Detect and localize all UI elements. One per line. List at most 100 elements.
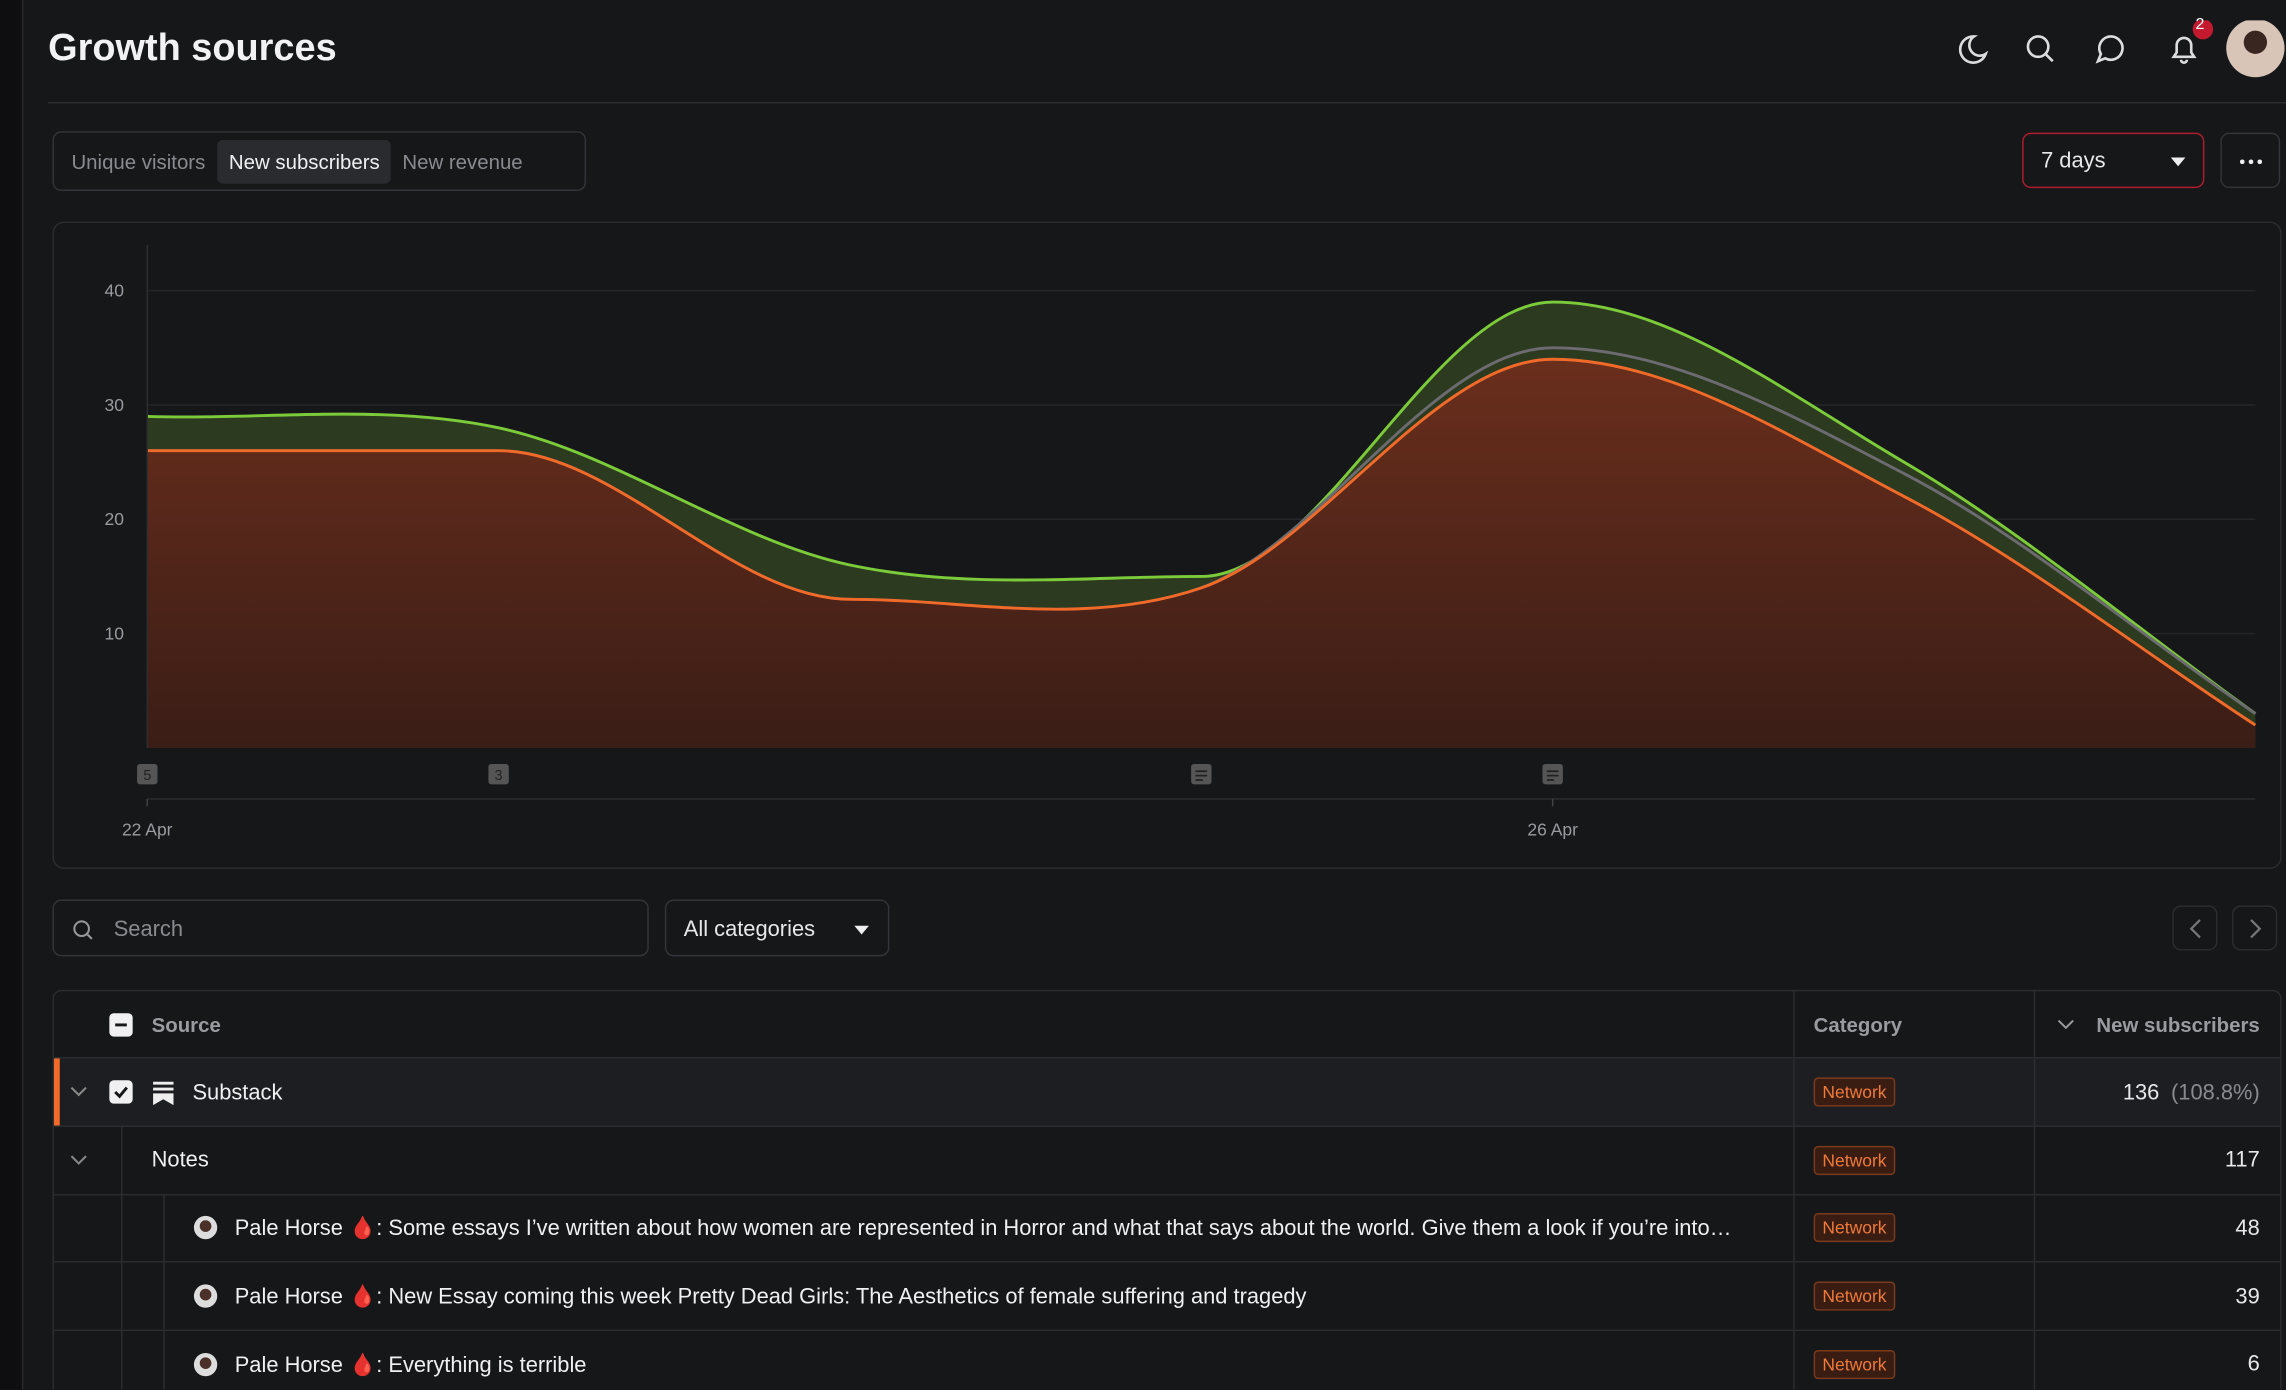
subscriber-count: 117 — [2224, 1147, 2260, 1173]
dots — [2239, 159, 2263, 165]
selected-indicator — [53, 1058, 60, 1126]
row-checkbox[interactable] — [109, 1080, 133, 1104]
col-divider — [1793, 991, 1795, 1057]
indent-guide — [121, 1330, 123, 1390]
value-cell: 39 — [2235, 1263, 2259, 1330]
tab-group: Unique visitors New subscribers New revenu… — [52, 131, 587, 191]
indent-guide — [163, 1194, 165, 1262]
table-row[interactable]: Pale Horse 🩸: New Essay coming this week… — [53, 1262, 2281, 1332]
indent-guide — [121, 1126, 123, 1194]
next-page[interactable] — [2232, 905, 2278, 951]
col-divider — [1793, 1126, 1795, 1194]
caret — [854, 925, 869, 935]
prev-page[interactable] — [2172, 905, 2218, 951]
value-cell: 48 — [2235, 1195, 2259, 1262]
author-avatar — [193, 1216, 218, 1240]
source-name: Pale Horse 🩸: Some essays I’ve written a… — [234, 1216, 1732, 1242]
y-tick-label: 30 — [104, 395, 124, 415]
notification-badge: 2 — [2195, 16, 2205, 34]
x-tick-label: 22 Apr — [122, 819, 173, 839]
expand-toggle[interactable] — [70, 1085, 87, 1100]
col-divider — [2033, 1058, 2036, 1126]
category-badge: Network — [1813, 1349, 1896, 1379]
period-label: 7 days — [2041, 148, 2106, 174]
col-divider — [1793, 1262, 1795, 1330]
indent-guide — [121, 1194, 123, 1262]
category-cell: Network — [1813, 1331, 1896, 1390]
bell-icon[interactable] — [2171, 36, 2197, 64]
category-label: All categories — [683, 917, 816, 942]
category-badge: Network — [1813, 1213, 1896, 1243]
search-icon[interactable] — [2026, 35, 2050, 59]
caret — [2170, 157, 2186, 167]
subscriber-count: 48 — [2235, 1215, 2260, 1241]
col-divider — [1793, 1330, 1795, 1390]
x-tick-label: 26 Apr — [1527, 819, 1578, 839]
expand-toggle[interactable] — [70, 1153, 87, 1168]
note-icon — [1191, 763, 1212, 785]
category-cell: Network — [1813, 1195, 1896, 1262]
theme-icon[interactable] — [1958, 35, 1989, 64]
subscriber-share: (108.8%) — [2171, 1079, 2260, 1105]
indent-guide — [163, 1262, 165, 1330]
table-row[interactable]: Substack Network 136 (108.8%) — [53, 1058, 2281, 1127]
col-divider — [1793, 1058, 1795, 1126]
line — [147, 357, 2257, 727]
category-cell: Network — [1813, 1263, 1896, 1330]
category-select[interactable]: All categories — [664, 899, 890, 957]
y-tick-label: 20 — [104, 509, 124, 529]
sources-table: Source Category New subscribers Substack Net… — [52, 989, 2282, 1390]
chart-card — [52, 221, 2282, 869]
col-divider — [2033, 1126, 2036, 1194]
subscriber-count: 6 — [2247, 1351, 2260, 1377]
author-avatar — [193, 1284, 218, 1308]
sidebar — [0, 0, 24, 1390]
tab[interactable]: Unique visitors — [71, 150, 206, 174]
period-select[interactable]: 7 days — [2022, 132, 2205, 189]
search-placeholder: Search — [113, 917, 184, 942]
category-badge: Network — [1813, 1145, 1896, 1175]
post-marker-label: 3 — [495, 768, 503, 784]
column-header: Category — [1813, 1012, 1903, 1036]
chart: 10 20 30 40 22 Apr 26 Apr 5 3 — [104, 244, 2257, 839]
post-marker-label: 5 — [143, 768, 151, 784]
table-row[interactable]: Pale Horse 🩸: Everything is terrible Netw… — [54, 1330, 2280, 1390]
tab[interactable]: New subscribers — [217, 139, 392, 184]
sort-icon[interactable] — [2057, 1018, 2074, 1033]
table-row[interactable]: Pale Horse 🩸: Some essays I’ve written a… — [53, 1194, 2281, 1264]
col-divider — [2033, 1262, 2036, 1330]
header-row: Source Category New subscribers — [53, 991, 2281, 1059]
subscriber-count: 39 — [2235, 1283, 2260, 1309]
category-cell: Network — [1813, 1127, 1896, 1194]
tab[interactable]: New revenue — [402, 150, 523, 174]
category-cell: Network — [1813, 1058, 1896, 1125]
table-row[interactable]: Notes Network 117 — [53, 1126, 2281, 1196]
more-button[interactable] — [2220, 132, 2281, 189]
substack-logo — [153, 1081, 174, 1106]
search-input[interactable]: Search — [52, 899, 649, 957]
source-name: Notes — [151, 1147, 209, 1173]
col-divider — [2033, 991, 2036, 1057]
area-fill — [147, 359, 2256, 748]
select-all[interactable] — [109, 1013, 133, 1037]
indent-guide — [163, 1330, 165, 1390]
source-name: Pale Horse 🩸: New Essay coming this week… — [234, 1284, 1307, 1310]
chat-icon[interactable] — [2095, 35, 2124, 64]
y-tick-label: 40 — [104, 280, 124, 300]
source-name: Pale Horse 🩸: Everything is terrible — [234, 1352, 587, 1378]
value-cell: 136 (108.8%) — [2123, 1058, 2260, 1125]
value-cell: 6 — [2248, 1331, 2260, 1390]
page-title: Growth sources — [48, 24, 337, 69]
indent-guide — [121, 1262, 123, 1330]
note-icon — [1542, 763, 1563, 785]
toolbar-icons — [1958, 20, 2285, 78]
column-header: Source — [151, 1012, 221, 1036]
divider — [48, 102, 2286, 104]
value-cell: 117 — [2225, 1127, 2260, 1194]
col-divider — [2033, 1330, 2036, 1390]
column-header[interactable]: New subscribers — [2096, 1012, 2260, 1036]
col-divider — [1793, 1194, 1795, 1262]
source-name: Substack — [192, 1079, 283, 1105]
